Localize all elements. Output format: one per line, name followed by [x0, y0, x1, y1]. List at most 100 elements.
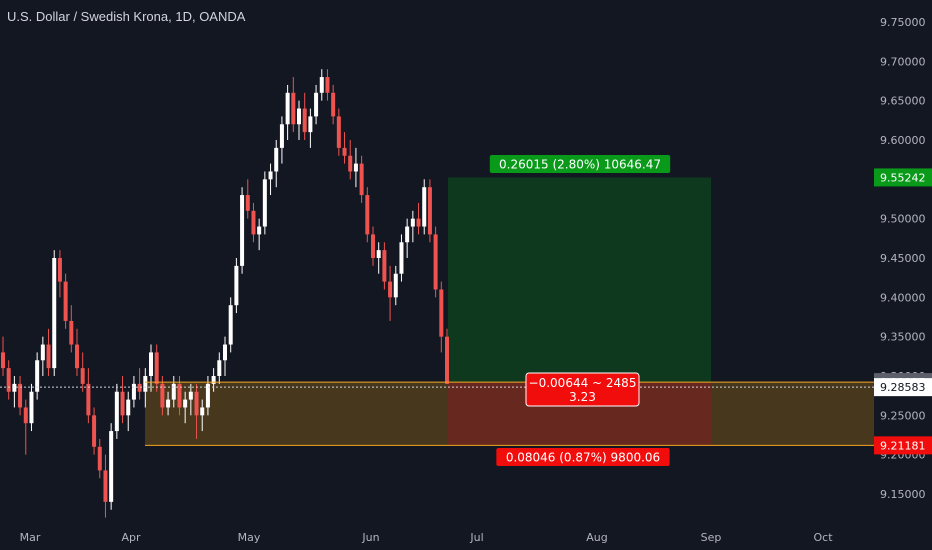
stop-label-bg [496, 448, 670, 466]
candle [137, 368, 142, 400]
y-tick-label: 9.35000 [880, 331, 926, 344]
current-price-badge-bg [874, 378, 932, 397]
stop-price-badge: 9.21181 [874, 436, 932, 455]
target-label-text: 0.26015 (2.80%) 10646.47 [499, 158, 661, 172]
candle [325, 69, 330, 101]
candle-body [314, 92, 319, 117]
candle [302, 92, 307, 140]
candle [257, 218, 262, 251]
candle-body [240, 195, 245, 266]
candle [23, 399, 28, 455]
candle [166, 391, 171, 416]
y-tick-label: 9.50000 [880, 213, 926, 226]
candle [120, 376, 125, 424]
candle-body [382, 250, 387, 282]
candle-body [325, 77, 330, 93]
y-tick-label: 9.65000 [880, 95, 926, 108]
candle [57, 250, 62, 298]
candle [29, 383, 34, 432]
target-label-bg [489, 155, 671, 173]
y-tick-label: 9.60000 [880, 134, 926, 147]
candle-body [342, 147, 347, 156]
candle [52, 250, 57, 376]
x-tick-label: Oct [813, 531, 833, 544]
candle-body [114, 391, 119, 432]
candle-body [422, 187, 427, 227]
candle-body [228, 305, 233, 345]
candle [171, 376, 176, 408]
candle [46, 328, 51, 376]
y-tick-label: 9.70000 [880, 55, 926, 68]
candle [154, 344, 159, 392]
x-tick-label: Mar [20, 531, 41, 544]
candle-body [188, 391, 193, 400]
candle [40, 336, 45, 376]
candle-body [137, 383, 142, 392]
candle [262, 171, 267, 235]
candle-body [63, 281, 68, 321]
candle [388, 265, 393, 321]
stop-label-text: 0.08046 (0.87%) 9800.06 [506, 451, 660, 465]
target-label: 0.26015 (2.80%) 10646.47 [489, 155, 671, 173]
candle-body [308, 116, 313, 133]
current-price-badge: 9.28583 [874, 378, 932, 397]
candle-body [205, 383, 210, 408]
y-tick-label: 9.40000 [880, 291, 926, 304]
candle [240, 187, 245, 274]
candle [103, 454, 108, 518]
candle-body [154, 352, 159, 384]
candle-body [302, 108, 307, 133]
candle-body [234, 265, 239, 306]
stop-price-badge-bg [874, 436, 932, 455]
candle-body [262, 179, 267, 227]
candle-body [120, 391, 125, 416]
candle [1, 336, 5, 376]
candle [308, 108, 313, 148]
candle [393, 265, 398, 306]
candle [86, 368, 91, 424]
candle-body [291, 92, 296, 125]
candle-body [245, 195, 250, 211]
candle-body [211, 376, 216, 384]
candle-body [6, 368, 11, 392]
candle [365, 187, 370, 243]
candle [445, 328, 449, 384]
candle-body [86, 383, 91, 416]
candle [245, 179, 250, 219]
chart-title: U.S. Dollar / Swedish Krona, 1D, OANDA [7, 9, 246, 24]
x-tick-label: Jul [469, 531, 483, 544]
stop-label: 0.08046 (0.87%) 9800.06 [496, 448, 670, 466]
candle-body [35, 360, 40, 392]
candle [80, 352, 85, 392]
candle [126, 391, 131, 432]
y-tick-label: 9.15000 [880, 488, 926, 501]
candle-body [336, 116, 341, 148]
candle [319, 69, 324, 101]
candle [75, 328, 79, 376]
candle [217, 352, 222, 384]
candle [422, 179, 427, 235]
candle [399, 234, 404, 282]
candle [297, 100, 301, 140]
candle-body [23, 407, 28, 424]
x-tick-label: Jun [361, 531, 379, 544]
candle [131, 376, 136, 408]
candle [63, 273, 68, 329]
candle-body [12, 383, 17, 392]
candle-body [75, 344, 79, 369]
y-tick-label: 9.25000 [880, 409, 926, 422]
target-price-badge-text: 9.55242 [880, 171, 926, 184]
y-tick-label: 9.75000 [880, 16, 926, 29]
candle [35, 352, 40, 400]
candle-body [427, 187, 432, 235]
x-tick-label: Aug [586, 531, 607, 544]
candle [12, 376, 17, 408]
candle [342, 132, 347, 164]
candle-body [52, 258, 57, 369]
candle-body [18, 383, 23, 408]
target-price-badge: 9.55242 [874, 168, 932, 187]
candle-body [353, 163, 358, 172]
candle [433, 226, 438, 298]
candle-body [183, 399, 188, 408]
